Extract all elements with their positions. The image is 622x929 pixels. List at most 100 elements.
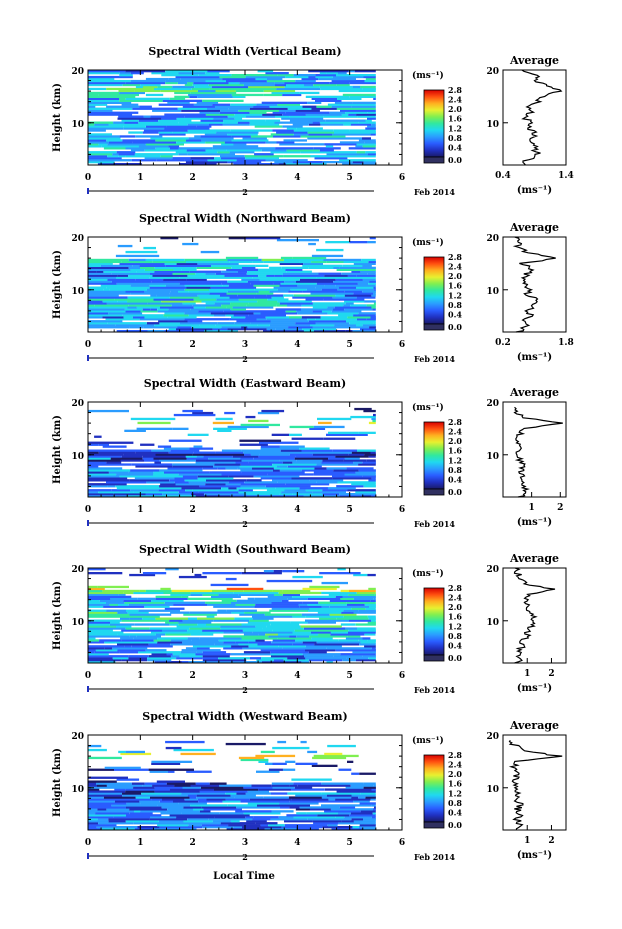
heatmap-cell [250, 453, 260, 456]
heatmap-cell [88, 804, 112, 807]
average-y-tick-label: 20 [486, 234, 499, 244]
heatmap-cell [102, 300, 118, 303]
heatmap-cell [372, 419, 376, 423]
heatmap-cell [197, 262, 239, 265]
heatmap-cell [373, 286, 376, 289]
heatmap-cell [88, 780, 117, 783]
heatmap-cell [88, 568, 106, 571]
panels-group: Spectral Width (Vertical Beam)0 1 2 3 4 5 6102… [52, 45, 574, 862]
heatmap-cell [150, 816, 177, 819]
heatmap-cell [88, 485, 108, 488]
heatmap-cell [88, 619, 122, 622]
heatmap-cell [321, 792, 361, 795]
heatmap-cell [299, 91, 320, 95]
heatmap-cell [133, 637, 158, 640]
heatmap-cell [316, 463, 359, 466]
heatmap-cell [205, 79, 226, 83]
heatmap-cell [114, 800, 140, 803]
y-tick-label: 10 [71, 785, 84, 795]
heatmap-cell [214, 788, 259, 791]
heatmap-cell [318, 77, 356, 81]
heatmap-cell [290, 788, 325, 791]
heatmap-cell [271, 784, 290, 787]
heatmap-cell [168, 308, 191, 311]
average-x-label: (ms⁻¹) [517, 850, 552, 861]
heatmap-cell [240, 463, 273, 466]
heatmap-cell [217, 429, 232, 432]
heatmap-cell [317, 417, 352, 421]
heatmap-cell [180, 77, 223, 81]
heatmap-cell [165, 70, 208, 73]
heatmap-cell [151, 653, 167, 656]
heatmap-cell [88, 260, 122, 264]
heatmap-cell [100, 264, 133, 267]
heatmap-cell [230, 794, 256, 797]
heatmap-cell [113, 111, 139, 114]
heatmap-cell [247, 621, 291, 624]
heatmap-cell [368, 421, 376, 425]
heatmap-cell [211, 264, 256, 267]
heatmap-cell [227, 661, 262, 664]
heatmap-cell [88, 322, 108, 325]
heatmap-cell [336, 74, 376, 77]
heatmap-cell [88, 613, 130, 616]
heatmap-cell [309, 123, 321, 126]
heatmap-cell [143, 115, 151, 118]
heatmap-cell [282, 274, 325, 277]
heatmap-cell [310, 631, 331, 634]
heatmap-cell [209, 782, 227, 785]
heatmap-cell [281, 266, 309, 269]
colorbar-underflow [423, 654, 445, 662]
heatmap-cell [197, 475, 229, 478]
heatmap-cell [143, 129, 188, 132]
heatmap-cell [290, 804, 310, 807]
colorbar-tick-label: 1.6 [448, 779, 462, 789]
heatmap-cell [332, 75, 364, 79]
heatmap-cell [346, 657, 369, 660]
heatmap-cell [119, 475, 151, 478]
heatmap-cell [193, 298, 217, 301]
heatmap-cell [88, 786, 134, 789]
heatmap-cell [142, 457, 154, 460]
heatmap-cell [248, 641, 272, 644]
heatmap-cell [88, 609, 107, 612]
heatmap-cell [125, 97, 170, 100]
heatmap-field [88, 568, 376, 664]
heatmap-cell [180, 651, 197, 654]
heatmap-cell [284, 85, 320, 89]
heatmap-cell [291, 437, 324, 440]
heatmap-cell [311, 764, 338, 767]
heatmap-cell [88, 81, 126, 85]
heatmap-cell [240, 483, 286, 486]
heatmap-cell [103, 270, 137, 273]
heatmap-cell [178, 147, 213, 150]
heatmap-cell [182, 280, 228, 283]
heatmap-cell [231, 139, 269, 142]
heatmap-cell [243, 83, 275, 87]
average-frame [502, 567, 567, 664]
heatmap-cell [334, 324, 356, 327]
heatmap-cell [285, 310, 297, 313]
heatmap-cell [245, 157, 279, 160]
heatmap-cell [185, 631, 224, 634]
heatmap-cell [154, 270, 190, 273]
heatmap-cell [157, 310, 199, 313]
average-x-tick-label: 2 [548, 836, 554, 846]
heatmap-cell [233, 163, 279, 166]
heatmap-cell [311, 254, 344, 258]
heatmap-cell [249, 619, 269, 622]
heatmap-cell [172, 463, 215, 466]
date-label: Feb 2014 [414, 187, 455, 197]
heatmap-cell [129, 635, 137, 638]
heatmap-cell [283, 272, 319, 275]
day-marker: 2 [242, 685, 248, 695]
heatmap-cell [165, 633, 191, 636]
heatmap-cell [278, 645, 306, 648]
heatmap-cell [88, 790, 126, 793]
heatmap-cell [279, 469, 302, 472]
heatmap-cell [293, 74, 316, 77]
heatmap-cell [209, 292, 227, 295]
panel-0: Spectral Width (Vertical Beam)0 1 2 3 4 5 6102… [52, 45, 574, 197]
heatmap-cell [321, 581, 348, 585]
